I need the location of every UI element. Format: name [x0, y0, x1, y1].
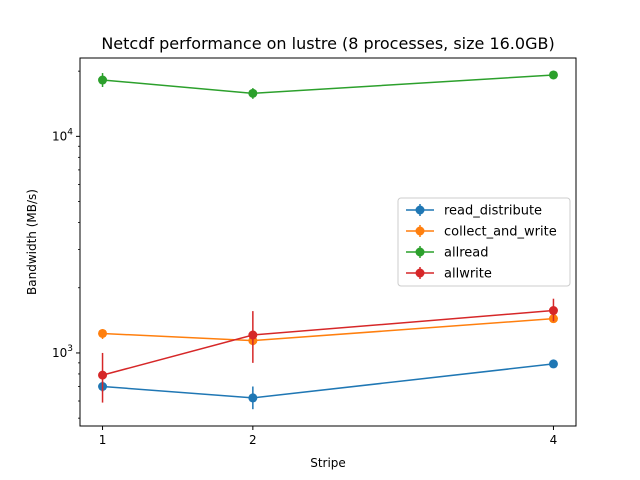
series-allwrite	[98, 298, 558, 403]
x-tick-label: 1	[99, 433, 107, 447]
legend-marker	[415, 247, 425, 257]
x-tick-label: 4	[550, 433, 558, 447]
legend-box	[397, 197, 571, 287]
legend-label: collect_and_write	[444, 225, 557, 240]
data-point	[548, 70, 558, 80]
axes-frame	[79, 57, 577, 427]
data-point	[248, 393, 258, 403]
data-point	[248, 330, 258, 340]
plot-area	[98, 70, 558, 410]
legend-item: allread	[406, 246, 488, 261]
legend-marker	[415, 226, 425, 236]
data-point	[548, 359, 558, 369]
legend-item: collect_and_write	[406, 225, 557, 240]
x-tick-label: 2	[249, 433, 257, 447]
series-allread	[98, 70, 558, 99]
data-point	[98, 75, 108, 85]
legend-label: read_distribute	[444, 204, 542, 219]
legend-item: read_distribute	[406, 204, 542, 219]
data-point	[98, 328, 108, 338]
x-axis-label: Stripe	[310, 456, 346, 470]
legend-marker	[415, 268, 425, 278]
data-point	[548, 306, 558, 316]
chart-title: Netcdf performance on lustre (8 processe…	[101, 34, 554, 53]
y-axis-label: Bandwidth (MB/s)	[25, 189, 39, 295]
legend-label: allread	[444, 246, 488, 261]
data-point	[98, 370, 108, 380]
data-point	[248, 88, 258, 98]
legend-label: allwrite	[444, 267, 492, 282]
legend-marker	[415, 205, 425, 215]
legend-item: allwrite	[406, 267, 492, 282]
